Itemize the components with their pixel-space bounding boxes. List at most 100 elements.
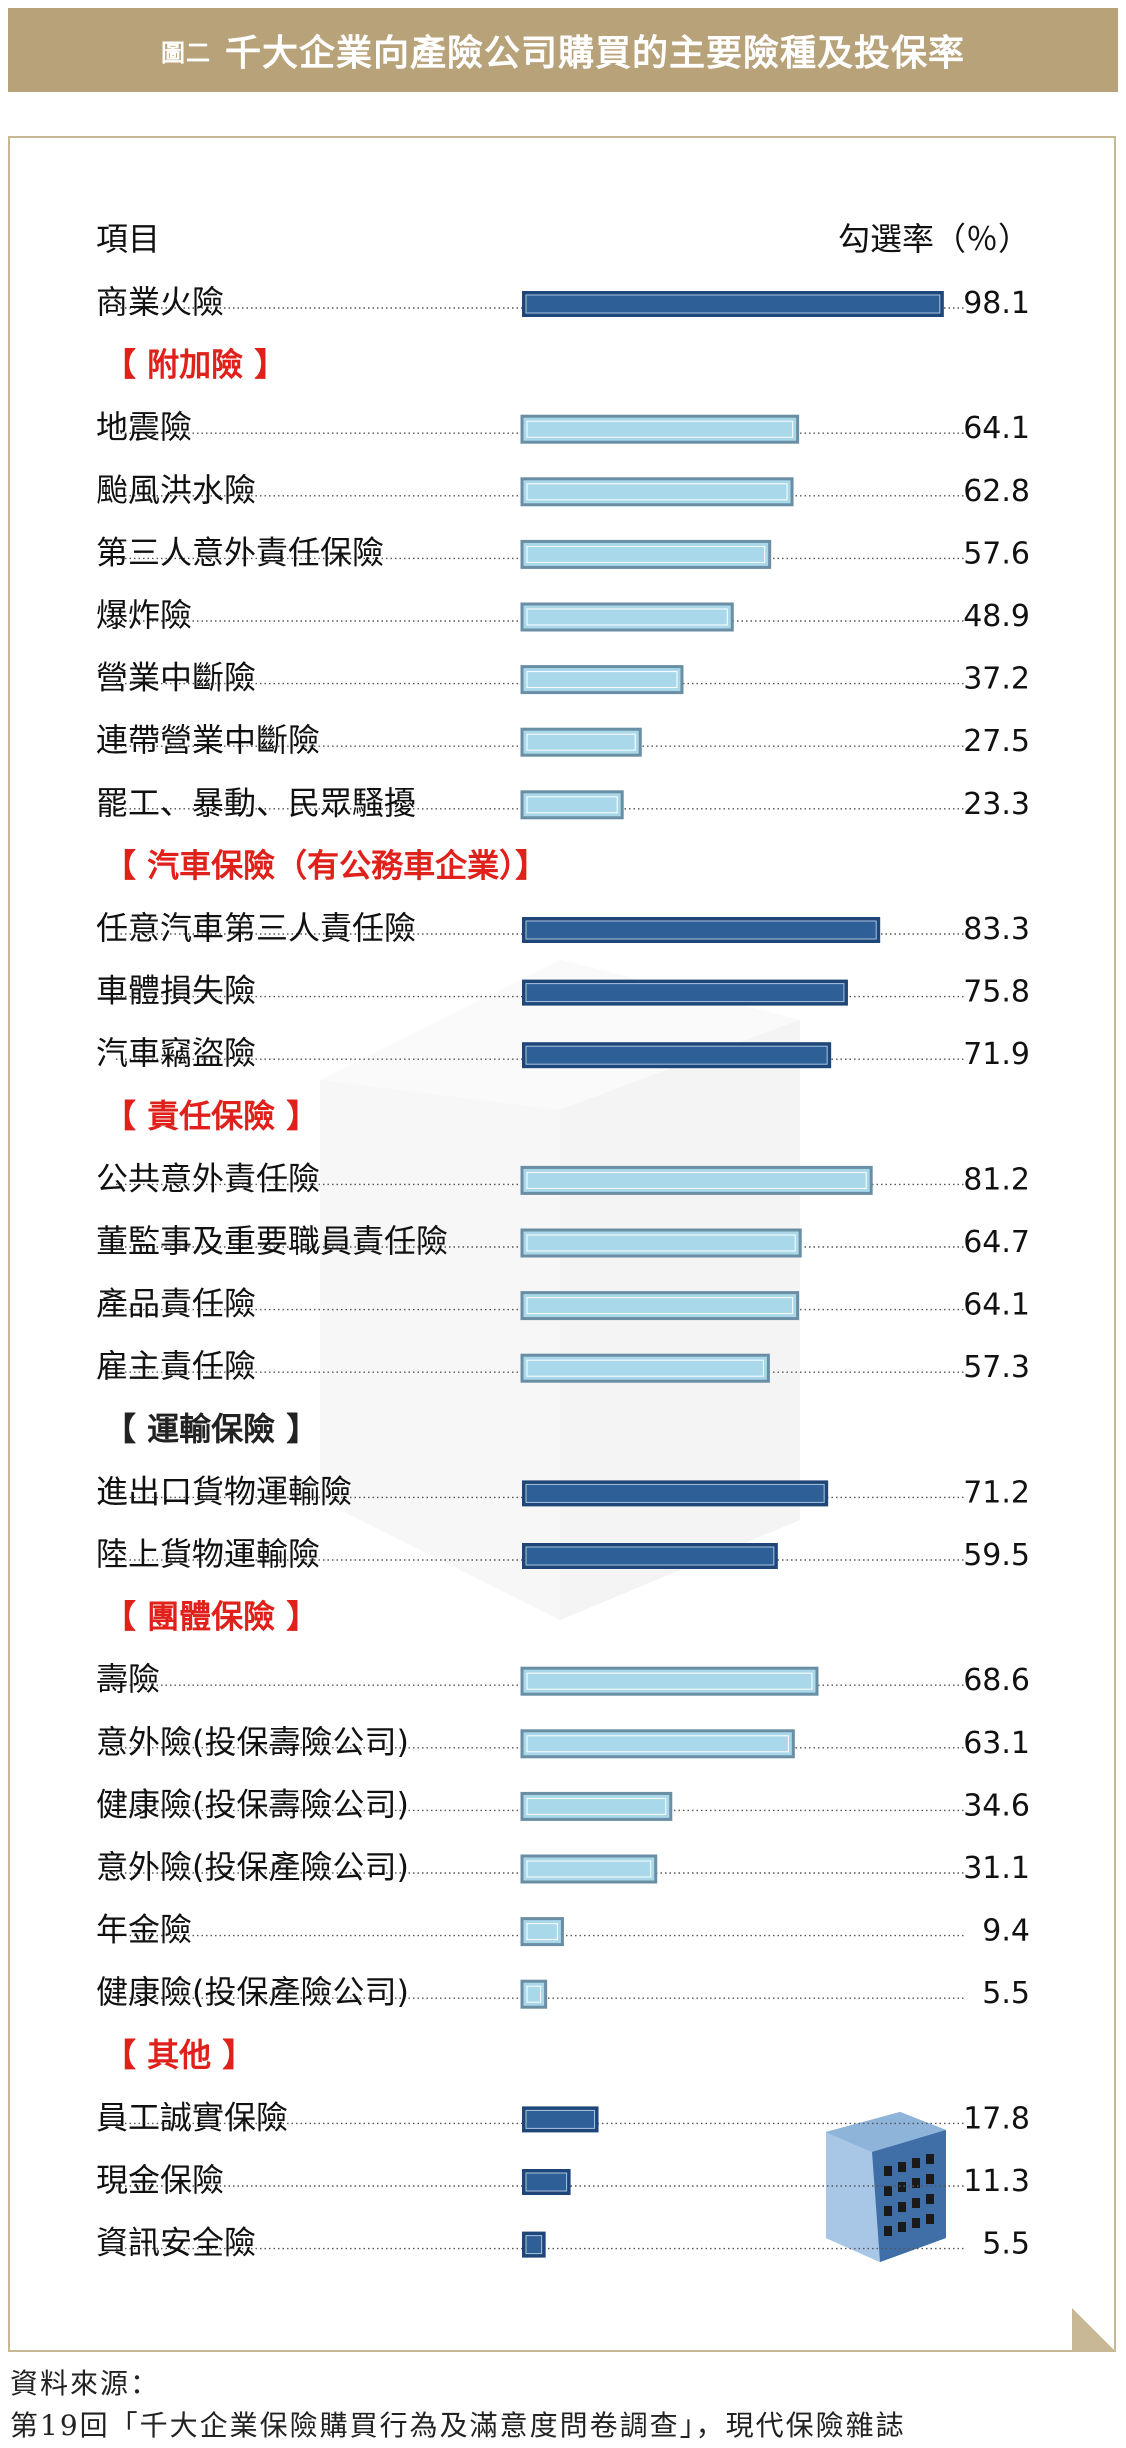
bar-inner: [525, 2235, 543, 2255]
group-heading: 【 責任保險 】: [104, 1097, 318, 1135]
value-label: 5.5: [982, 1976, 1030, 2011]
chart-rows: 商業火險 98.1 【 附加險 】地震險 64.1 颱風洪水險 62.8 第三人意外責任保險…: [96, 283, 1030, 2262]
group-heading: 【 汽車保險（有公務車企業）】: [104, 846, 547, 884]
value-label: 9.4: [982, 1914, 1030, 1949]
bar-inner: [525, 2172, 568, 2192]
category-label: 員工誠實保險: [96, 2098, 288, 2136]
group-heading: 【 運輸保險 】: [104, 1410, 318, 1448]
bar-inner: [526, 733, 636, 751]
value-label: 75.8: [963, 975, 1030, 1010]
category-label: 營業中斷險: [96, 659, 256, 697]
category-label: 現金保險: [96, 2161, 224, 2199]
category-label: 罷工、暴動、民眾騷擾: [96, 784, 416, 822]
bar-inner: [526, 1359, 764, 1377]
bar-inner: [526, 608, 728, 626]
category-label: 汽車竊盜險: [96, 1034, 256, 1072]
building-icon: [826, 2112, 946, 2262]
bar-inner: [526, 1985, 542, 2003]
category-label: 產品責任險: [96, 1285, 256, 1323]
bar-inner: [526, 1672, 813, 1690]
value-label: 11.3: [963, 2164, 1030, 2199]
bar: [520, 1917, 564, 1947]
value-label: 81.2: [963, 1162, 1030, 1197]
column-header-item: 項目: [96, 220, 160, 258]
value-label: 83.3: [963, 912, 1030, 947]
bar-inner: [526, 1860, 652, 1878]
source-citation: 第19回「千大企業保險購買行為及滿意度問卷調查」，現代保險雜誌: [10, 2409, 906, 2442]
bar-inner: [525, 983, 845, 1003]
bar-inner: [526, 1234, 796, 1252]
category-label: 颱風洪水險: [96, 471, 256, 509]
value-label: 64.1: [963, 411, 1030, 446]
group-heading: 【 其他 】: [104, 2036, 254, 2074]
category-label: 公共意外責任險: [96, 1159, 320, 1197]
bar-inner: [526, 671, 678, 689]
category-label: 地震險: [96, 408, 192, 446]
value-label: 71.9: [963, 1037, 1030, 1072]
value-label: 23.3: [963, 787, 1030, 822]
value-label: 68.6: [963, 1663, 1030, 1698]
bar-inner: [526, 420, 794, 438]
column-header-rate: 勾選率（％）: [838, 220, 1030, 258]
value-label: 63.1: [963, 1726, 1030, 1761]
bar-inner: [526, 1735, 789, 1753]
category-label: 連帶營業中斷險: [96, 721, 320, 759]
group-heading: 【 團體保險 】: [104, 1598, 318, 1636]
value-label: 71.2: [963, 1475, 1030, 1510]
value-label: 57.3: [963, 1350, 1030, 1385]
bar: [520, 1291, 800, 1321]
chart-title: 千大企業向產險公司購買的主要險種及投保率: [224, 33, 965, 74]
category-label: 健康險(投保壽險公司): [96, 1785, 409, 1823]
bar-inner: [525, 294, 941, 314]
bar-inner: [525, 2109, 596, 2129]
category-label: 董監事及重要職員責任險: [96, 1222, 448, 1260]
bar: [520, 414, 800, 444]
source-label: 資料來源：: [10, 2367, 161, 2400]
bar: [520, 665, 684, 695]
category-label: 健康險(投保產險公司): [96, 1973, 409, 2011]
bar: [520, 1854, 658, 1884]
category-label: 商業火險: [96, 283, 224, 321]
category-label: 壽險: [96, 1660, 160, 1698]
value-label: 17.8: [963, 2101, 1030, 2136]
bar-inner: [526, 1797, 667, 1815]
bar: [520, 1729, 795, 1759]
value-label: 5.5: [982, 2227, 1030, 2262]
figure-label: 圖二: [160, 38, 211, 67]
value-label: 34.6: [963, 1788, 1030, 1823]
group-heading: 【 附加險 】: [104, 346, 286, 384]
bar: [520, 1165, 873, 1195]
category-label: 第三人意外責任保險: [96, 533, 384, 571]
category-label: 任意汽車第三人責任險: [96, 909, 416, 947]
value-label: 27.5: [963, 724, 1030, 759]
value-label: 48.9: [963, 599, 1030, 634]
value-label: 59.5: [963, 1538, 1030, 1573]
value-label: 57.6: [963, 536, 1030, 571]
value-label: 64.7: [963, 1225, 1030, 1260]
category-label: 年金險: [96, 1911, 192, 1949]
bar-inner: [525, 1546, 775, 1566]
bar: [520, 727, 642, 757]
category-label: 進出口貨物運輸險: [96, 1472, 352, 1510]
category-label: 爆炸險: [96, 596, 192, 634]
category-label: 雇主責任險: [96, 1347, 256, 1385]
category-label: 意外險(投保壽險公司): [96, 1723, 409, 1761]
bar: [520, 1666, 819, 1696]
bar: [520, 790, 624, 820]
value-label: 98.1: [963, 286, 1030, 321]
bar-inner: [526, 1923, 558, 1941]
bar-inner: [525, 1483, 825, 1503]
bar: [520, 1791, 673, 1821]
category-label: 意外險(投保產險公司): [96, 1848, 409, 1886]
page-corner-fold: [1072, 2308, 1114, 2350]
value-label: 62.8: [963, 474, 1030, 509]
value-label: 37.2: [963, 662, 1030, 697]
bar-inner: [526, 1171, 867, 1189]
bar: [520, 602, 734, 632]
value-label: 64.1: [963, 1288, 1030, 1323]
bar-inner: [526, 545, 766, 563]
bar: [520, 539, 772, 569]
category-label: 陸上貨物運輸險: [96, 1535, 320, 1573]
category-label: 資訊安全險: [96, 2224, 256, 2262]
